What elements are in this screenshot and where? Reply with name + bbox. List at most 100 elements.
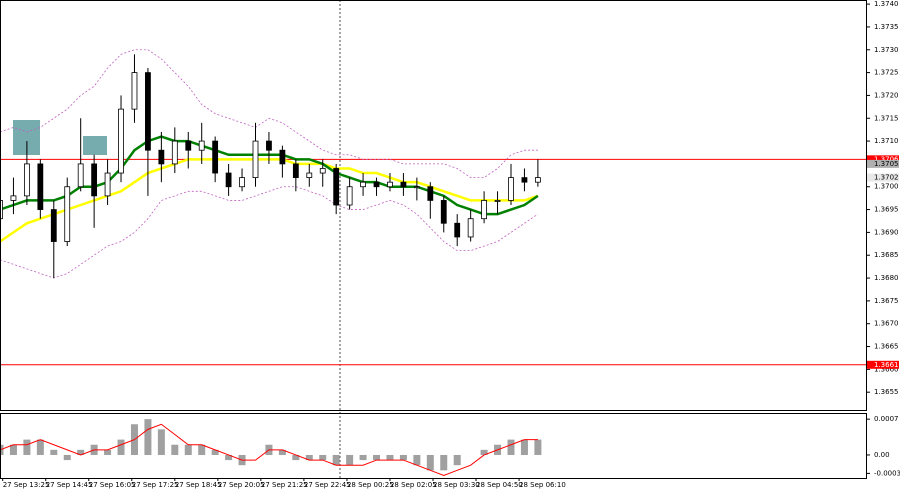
candle-body bbox=[198, 140, 205, 151]
x-tick-label: 28 Sep 03:30 bbox=[433, 481, 480, 489]
y-tick-label: 1.3725 bbox=[874, 69, 899, 77]
candle-body bbox=[185, 140, 192, 151]
x-tick-label: 28 Sep 06:10 bbox=[519, 481, 566, 489]
macd-bar bbox=[520, 439, 528, 455]
price-label-box bbox=[867, 155, 899, 164]
candle-body bbox=[252, 140, 259, 179]
candle-body bbox=[508, 177, 514, 201]
candle-body bbox=[279, 149, 286, 165]
candle-body bbox=[387, 181, 393, 188]
macd-bar bbox=[426, 454, 434, 471]
x-tick-label: 27 Sep 22:45 bbox=[304, 481, 351, 489]
price-label-box bbox=[867, 173, 899, 182]
y-tick-label: 1.3730 bbox=[874, 46, 899, 54]
candle-body bbox=[521, 177, 528, 183]
y-tick-label: 1.3710 bbox=[874, 137, 899, 145]
macd-bar bbox=[211, 449, 219, 455]
y-tick-label: 1.3740 bbox=[874, 0, 899, 8]
macd-bar bbox=[332, 454, 340, 466]
candle-body bbox=[400, 181, 407, 188]
macd-bar bbox=[36, 439, 44, 455]
y-tick-label: 1.3660 bbox=[874, 365, 899, 373]
macd-bar bbox=[0, 444, 4, 455]
candle-body bbox=[333, 168, 340, 206]
main-frame bbox=[0, 0, 867, 411]
candle-body bbox=[104, 172, 111, 197]
candle-body bbox=[212, 140, 219, 174]
macd-bar bbox=[144, 419, 152, 455]
candle-body bbox=[266, 140, 272, 151]
macd-signal bbox=[0, 423, 538, 476]
candle-body bbox=[77, 163, 84, 188]
candle-body bbox=[225, 172, 232, 188]
x-tick-label: 27 Sep 17:25 bbox=[132, 481, 179, 489]
candle-body bbox=[145, 72, 151, 151]
x-tick-label: 27 Sep 21:25 bbox=[261, 481, 308, 489]
x-tick-label: 27 Sep 16:05 bbox=[89, 481, 136, 489]
macd-bar bbox=[319, 454, 327, 461]
macd-bar bbox=[440, 454, 448, 471]
candle-body bbox=[427, 186, 434, 201]
candle-body bbox=[319, 168, 326, 174]
candle-body bbox=[0, 200, 3, 220]
x-tick-label: 28 Sep 02:05 bbox=[390, 481, 437, 489]
indicator-line bbox=[0, 49, 538, 179]
x-tick-label: 27 Sep 14:45 bbox=[46, 481, 93, 489]
x-tick-label: 28 Sep 00:25 bbox=[347, 481, 394, 489]
macd-bar bbox=[50, 449, 58, 455]
x-tick-label: 27 Sep 13:25 bbox=[3, 481, 50, 489]
macd-y-tick-label: -0.00036 bbox=[874, 469, 900, 477]
macd-bar bbox=[23, 439, 31, 455]
y-tick-label: 1.3700 bbox=[874, 183, 899, 191]
candle-body bbox=[467, 218, 474, 238]
macd-frame bbox=[0, 413, 867, 479]
macd-bar bbox=[278, 449, 286, 455]
macd-bar bbox=[77, 449, 85, 455]
y-tick-label: 1.3655 bbox=[874, 388, 899, 396]
macd-bar bbox=[534, 439, 542, 455]
price-label: 1.3705 bbox=[874, 160, 899, 168]
candle-body bbox=[440, 200, 447, 224]
macd-bar bbox=[373, 454, 381, 461]
y-tick-label: 1.3675 bbox=[874, 297, 899, 305]
macd-bar bbox=[292, 454, 300, 461]
macd-bar bbox=[305, 454, 313, 461]
macd-bar bbox=[63, 454, 71, 461]
candle-body bbox=[131, 72, 138, 110]
x-tick-label: 27 Sep 20:05 bbox=[218, 481, 265, 489]
y-tick-label: 1.3685 bbox=[874, 251, 899, 259]
candle-body bbox=[413, 186, 420, 189]
y-tick-label: 1.3735 bbox=[874, 23, 899, 31]
macd-bar bbox=[198, 444, 206, 455]
candle-body bbox=[534, 177, 541, 183]
macd-bar bbox=[453, 454, 461, 466]
y-tick-label: 1.3670 bbox=[874, 320, 899, 328]
candle-body bbox=[158, 149, 165, 165]
price-label: 1.3706 bbox=[874, 155, 899, 163]
price-label-box bbox=[867, 360, 899, 369]
candle-body bbox=[171, 140, 178, 165]
candle-body bbox=[481, 200, 487, 220]
macd-bar bbox=[104, 449, 112, 455]
candle-body bbox=[23, 163, 30, 197]
y-tick-label: 1.3695 bbox=[874, 206, 899, 214]
signal-box bbox=[83, 136, 107, 155]
macd-bar bbox=[9, 444, 17, 455]
macd-y-tick-label: 0.0007 bbox=[874, 415, 899, 423]
candle-body bbox=[239, 177, 245, 188]
macd-bar bbox=[346, 454, 354, 466]
macd-bar bbox=[117, 439, 125, 455]
candle-body bbox=[50, 209, 57, 242]
candle-body bbox=[10, 195, 17, 201]
candle-body bbox=[306, 172, 313, 179]
y-tick-label: 1.3715 bbox=[874, 114, 899, 122]
macd-bar bbox=[386, 454, 394, 461]
x-tick-label: 27 Sep 18:45 bbox=[175, 481, 222, 489]
macd-bar bbox=[480, 449, 488, 455]
y-tick-label: 1.3720 bbox=[874, 91, 899, 99]
candle-body bbox=[37, 163, 44, 210]
candle-body bbox=[91, 163, 98, 197]
